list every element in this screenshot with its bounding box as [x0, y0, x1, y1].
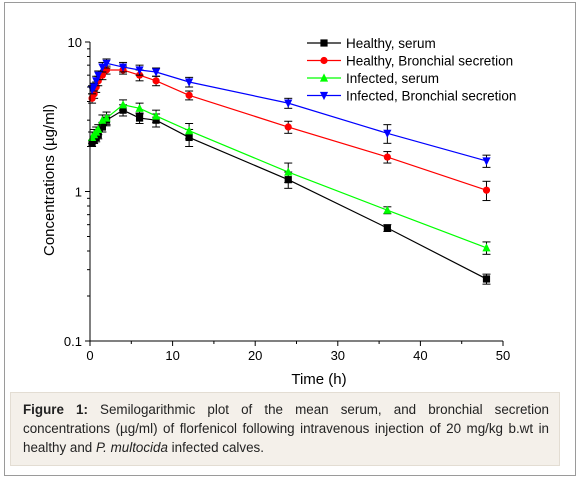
data-point — [151, 68, 161, 77]
caption-text-2: infected calves. — [167, 440, 264, 455]
data-point — [185, 126, 194, 135]
data-point — [284, 99, 293, 108]
x-tick-label: 50 — [496, 348, 510, 363]
legend-entry-1: Healthy, Bronchial secretion — [307, 54, 513, 69]
axes: 0 10 20 30 40 50 0.1 1 10 — [64, 35, 510, 363]
data-point — [118, 100, 128, 109]
series-line — [91, 109, 487, 280]
data-point — [98, 63, 107, 72]
data-point — [94, 124, 103, 134]
data-point — [383, 224, 391, 232]
data-point — [135, 103, 144, 112]
legend-marker — [320, 56, 328, 65]
caption-text-1: Semilogarithmic plot of the mean serum, … — [23, 402, 549, 455]
data-point — [482, 243, 491, 252]
figure-caption: Figure 1: Semilogarithmic plot of the me… — [10, 392, 560, 466]
x-axis-title: Time (h) — [291, 371, 346, 388]
data-point — [135, 66, 144, 75]
legend-marker — [319, 73, 329, 82]
legend-marker — [319, 91, 329, 101]
data-point — [383, 205, 392, 214]
legend-label: Infected, serum — [346, 71, 439, 86]
y-tick-label: 1 — [75, 185, 82, 200]
y-tick-label: 0.1 — [64, 334, 82, 349]
data-point — [482, 186, 491, 194]
data-point — [90, 83, 99, 92]
data-point — [135, 114, 144, 122]
x-tick-label: 30 — [331, 348, 345, 363]
figure-label: Figure 1: — [23, 402, 88, 417]
data-point — [482, 157, 491, 166]
data-point — [102, 113, 111, 122]
data-point — [152, 77, 160, 85]
data-point — [383, 129, 392, 138]
legend-entry-2: Infected, serum — [307, 71, 439, 86]
legend-label: Healthy, Bronchial secretion — [346, 54, 513, 69]
data-point — [482, 275, 491, 283]
y-tick-label: 10 — [68, 35, 82, 50]
legend-entry-0: Healthy, serum — [307, 36, 436, 51]
x-tick-label: 10 — [165, 348, 179, 363]
legend-label: Infected, Bronchial secretion — [346, 89, 516, 104]
data-point — [284, 123, 292, 131]
series-2 — [87, 99, 491, 255]
data-point — [102, 59, 111, 68]
data-point — [185, 78, 194, 87]
x-tick-label: 20 — [248, 348, 262, 363]
series-0 — [88, 104, 491, 285]
x-tick-label: 0 — [86, 348, 93, 363]
data-point — [94, 71, 103, 80]
legend-label: Healthy, serum — [346, 36, 436, 51]
data-point — [383, 153, 391, 161]
x-tick-label: 40 — [413, 348, 427, 363]
data-point — [98, 115, 107, 124]
data-point — [185, 91, 193, 99]
data-point — [98, 123, 106, 131]
legend: Healthy, serum Healthy, Bronchial secreti… — [307, 36, 516, 104]
data-point — [118, 63, 128, 72]
data-point — [284, 167, 293, 176]
data-point — [151, 111, 161, 120]
legend-entry-3: Infected, Bronchial secretion — [307, 89, 516, 104]
series-3 — [87, 58, 491, 168]
caption-species: P. multocida — [95, 440, 168, 455]
plot-area — [87, 58, 491, 285]
y-axis-title: Concentrations (µg/ml) — [41, 104, 58, 256]
legend-marker — [320, 39, 328, 47]
